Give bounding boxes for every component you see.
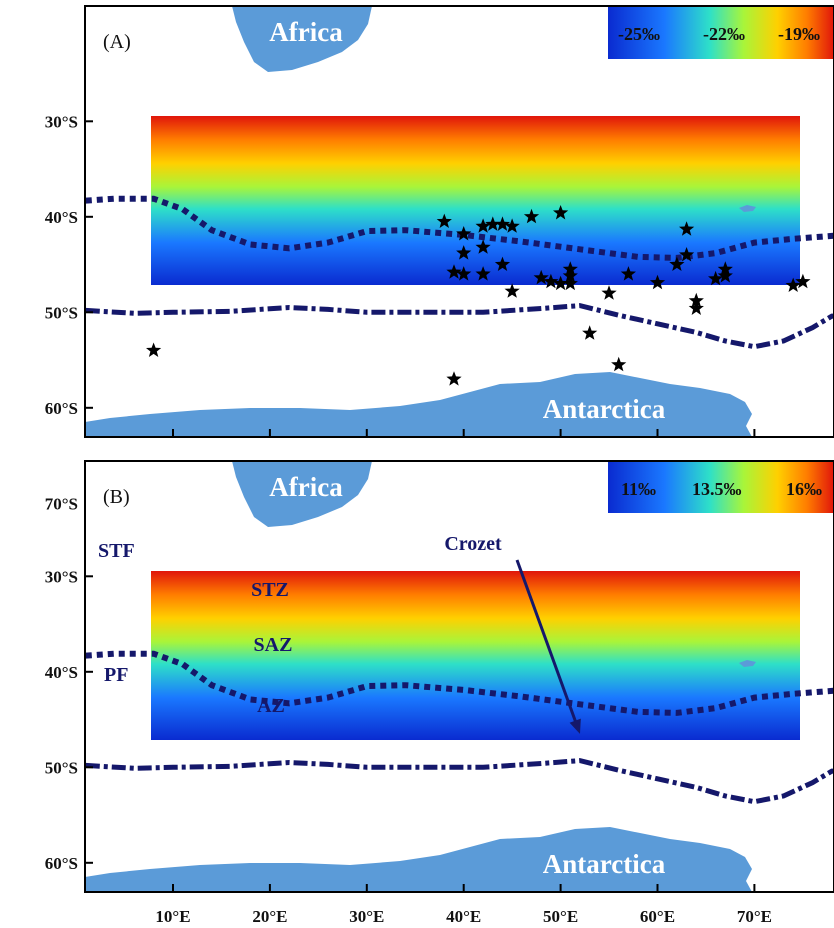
sample-star: [475, 266, 491, 281]
panel-a-frame: [84, 5, 834, 438]
colorbar-b-label-2: 16‰: [786, 479, 822, 499]
panel-b-y-axis: 30°S40°S50°S60°S70°S: [45, 567, 93, 873]
sample-star: [456, 266, 472, 281]
sample-star: [611, 356, 627, 372]
sample-star: [688, 292, 704, 308]
stf-front-line: [85, 195, 834, 261]
sample-star: [446, 371, 462, 386]
stz-label: STZ: [251, 579, 289, 601]
sample-star: [679, 221, 695, 236]
sample-star: [649, 274, 666, 290]
sample-star: [485, 216, 501, 231]
antarctica-label: Antarctica: [543, 394, 666, 424]
x-tick-label: 10°E: [155, 907, 190, 926]
africa-landmass: [232, 6, 372, 72]
az-label: AZ: [257, 695, 285, 717]
sample-star: [785, 277, 801, 292]
sample-star: [446, 264, 462, 279]
antarctica-landmass: [85, 827, 752, 892]
panel-a: -25‰ -22‰ -19‰ Africa Antarctica (A) 30°…: [45, 5, 834, 513]
y-tick-label: 40°S: [45, 208, 78, 227]
antarctica-landmass: [85, 372, 752, 437]
sample-star: [795, 273, 811, 289]
y-tick-label: 30°S: [45, 567, 78, 586]
africa-label: Africa: [269, 17, 343, 47]
sample-star: [717, 268, 733, 283]
panel-b-frame: [84, 460, 834, 893]
panel-a-label: (A): [103, 31, 131, 53]
y-tick-label: 50°S: [45, 303, 78, 322]
sample-star: [504, 218, 520, 233]
colorbar-a-label-1: -22‰: [703, 24, 745, 44]
x-tick-label: 30°E: [349, 907, 384, 926]
panel-b-label: (B): [103, 486, 130, 508]
sample-star: [553, 205, 569, 220]
sample-star: [679, 247, 695, 262]
data-field: [151, 116, 800, 285]
island: [739, 660, 756, 667]
y-tick-label: 40°S: [45, 663, 78, 682]
x-tick-label: 50°E: [543, 907, 578, 926]
sample-star: [436, 213, 452, 228]
x-axis-labels: 10°E 20°E 30°E 40°E 50°E 60°E 70°E: [155, 907, 772, 926]
africa-landmass: [232, 461, 372, 527]
sample-star: [553, 275, 569, 291]
sample-star: [543, 273, 559, 289]
sample-star: [708, 270, 724, 286]
x-tick-label: 40°E: [446, 907, 481, 926]
y-tick-label: 70°S: [45, 494, 78, 513]
sample-star: [456, 226, 472, 241]
y-tick-label: 30°S: [45, 112, 78, 131]
crozet-arrowhead: [569, 718, 581, 734]
data-field: [151, 571, 800, 740]
sample-star: [504, 283, 520, 298]
sample-star: [456, 245, 472, 260]
sample-star: [494, 256, 511, 271]
crozet-label: Crozet: [444, 533, 502, 555]
colorbar-b-label-1: 13.5‰: [692, 479, 742, 499]
colorbar-b-label-0: 11‰: [621, 479, 656, 499]
colorbar-b: 11‰ 13.5‰ 16‰: [608, 461, 834, 513]
sample-star: [475, 218, 491, 233]
y-tick-label: 50°S: [45, 758, 78, 777]
sample-star: [475, 239, 491, 254]
colorbar-a: -25‰ -22‰ -19‰: [608, 6, 834, 59]
x-tick-label: 20°E: [252, 907, 287, 926]
stf-label: STF: [98, 540, 135, 562]
pf-front-line: [85, 303, 834, 350]
sample-star: [146, 342, 162, 357]
antarctica-label: Antarctica: [543, 849, 666, 879]
sample-stars: [146, 205, 811, 386]
y-tick-label: 60°S: [45, 399, 78, 418]
panel-a-x-axis: [172, 429, 756, 437]
crozet-arrow: [515, 559, 578, 725]
panel-b-x-axis: [172, 884, 756, 892]
panel-a-y-axis: 30°S 40°S 50°S 60°S 70°S: [45, 112, 93, 513]
sample-star: [620, 266, 636, 281]
saz-label: SAZ: [254, 634, 293, 656]
colorbar-a-label-2: -19‰: [778, 24, 820, 44]
sample-star: [562, 268, 578, 283]
stf-front-line: [85, 650, 834, 716]
sample-star: [523, 208, 540, 224]
x-tick-label: 60°E: [640, 907, 675, 926]
sample-star: [582, 325, 598, 340]
sample-star: [494, 216, 511, 231]
pf-front-line: [85, 758, 834, 805]
x-tick-label: 70°E: [737, 907, 772, 926]
sample-star: [562, 275, 578, 291]
sample-star: [669, 256, 685, 271]
pf-label: PF: [104, 664, 128, 686]
sample-star: [533, 269, 549, 285]
colorbar-a-label-0: -25‰: [618, 24, 660, 44]
y-tick-label: 60°S: [45, 854, 78, 873]
island: [739, 205, 756, 212]
panel-b: 11‰ 13.5‰ 16‰ Africa Antarctica (B) STF …: [45, 460, 834, 926]
africa-label: Africa: [269, 472, 343, 502]
sample-star: [601, 285, 617, 300]
sample-star: [688, 300, 704, 315]
